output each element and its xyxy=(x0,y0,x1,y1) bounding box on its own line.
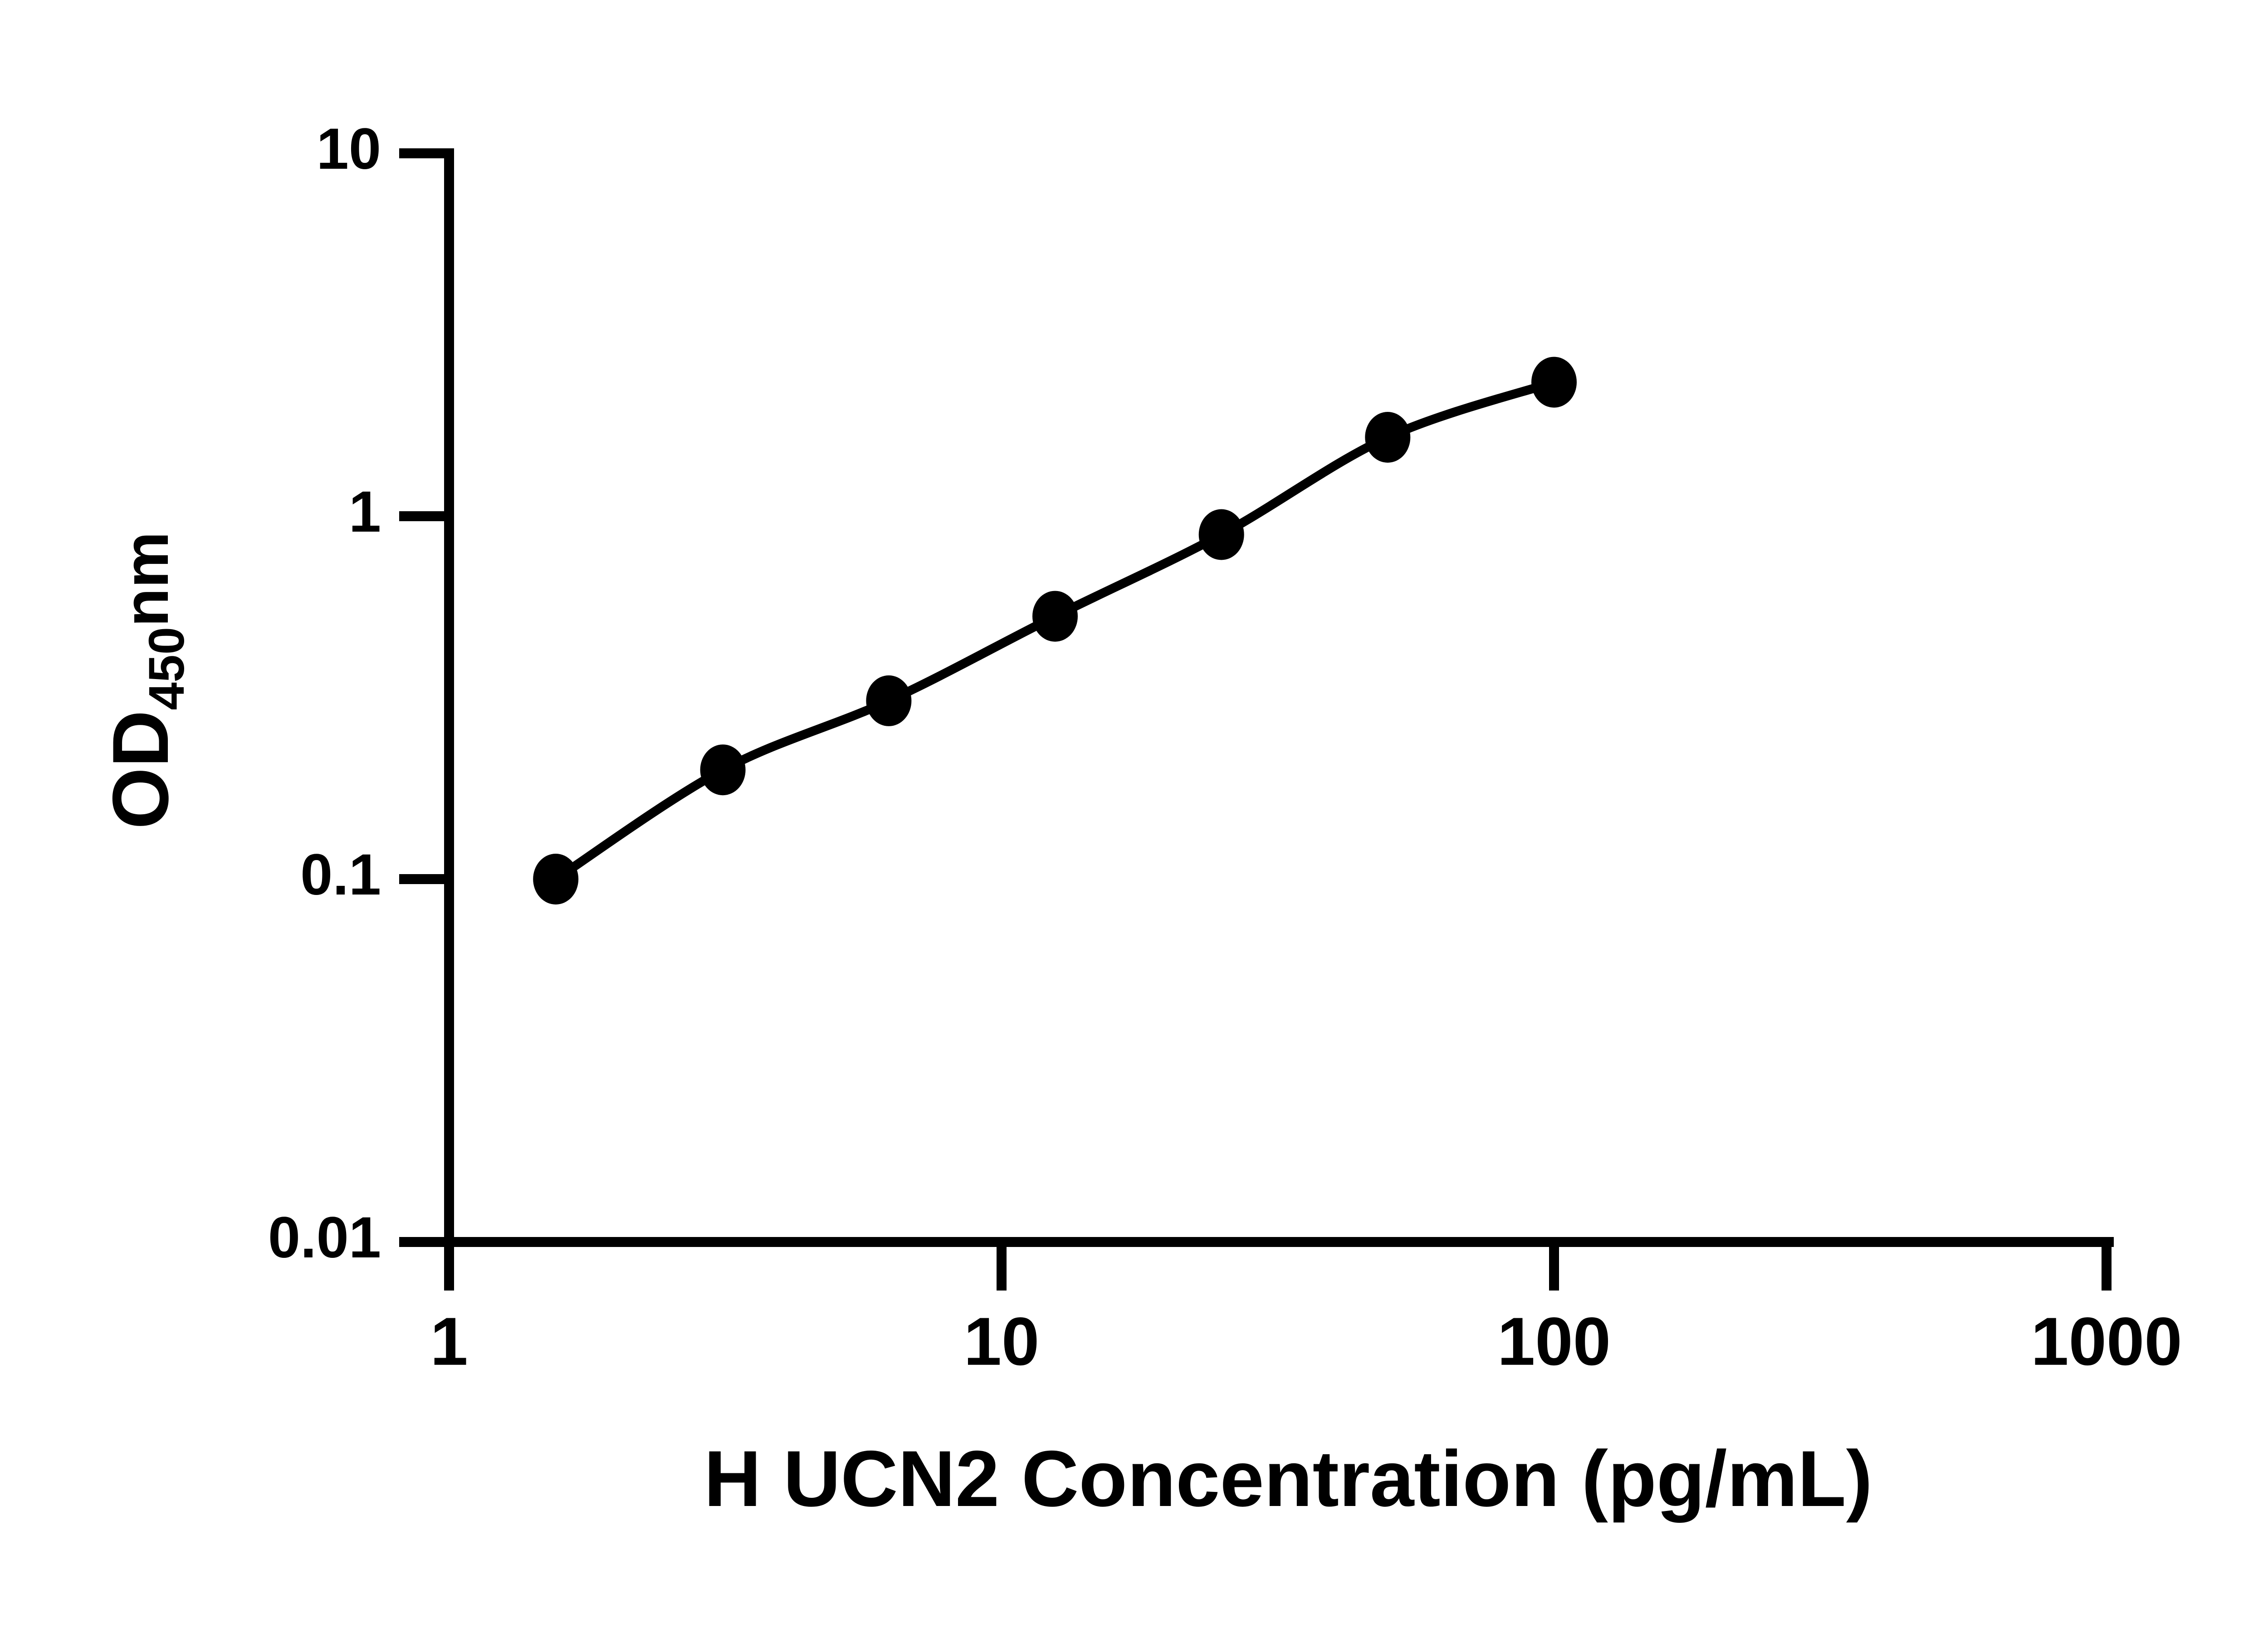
x-tick-label-1000: 1000 xyxy=(2031,1303,2182,1379)
data-point xyxy=(533,854,579,905)
y-tick-labels: 10 1 0.1 0.01 xyxy=(268,117,381,1270)
data-point-group xyxy=(533,357,1577,905)
x-tick-label-10: 10 xyxy=(964,1303,1040,1379)
y-axis-title: OD450nm xyxy=(97,532,195,829)
y-tick-label-1: 1 xyxy=(349,479,381,544)
x-axis-title: H UCN2 Concentration (pg/mL) xyxy=(704,1435,1872,1523)
data-point xyxy=(1531,357,1577,408)
y-tick-marks xyxy=(399,148,449,1247)
y-tick-label-0.1: 0.1 xyxy=(300,842,381,907)
data-point xyxy=(700,744,746,796)
x-tick-label-1: 1 xyxy=(430,1303,468,1379)
x-tick-labels: 1 10 100 1000 xyxy=(430,1303,2182,1379)
x-tick-marks xyxy=(444,1242,2112,1291)
y-axis-title-subscript: 450 xyxy=(139,627,195,710)
svg-text:OD450nm: OD450nm xyxy=(97,532,195,829)
x-tick-label-100: 100 xyxy=(1497,1303,1611,1379)
data-point xyxy=(866,675,912,726)
data-point xyxy=(1032,591,1078,642)
y-axis-title-unit: nm xyxy=(110,532,181,627)
y-tick-label-0.01: 0.01 xyxy=(268,1205,381,1270)
axis-lines xyxy=(444,148,2114,1247)
y-axis-title-main: OD xyxy=(97,710,185,830)
y-tick-label-10: 10 xyxy=(317,117,381,181)
data-point xyxy=(1198,509,1244,560)
data-point xyxy=(1365,412,1411,463)
